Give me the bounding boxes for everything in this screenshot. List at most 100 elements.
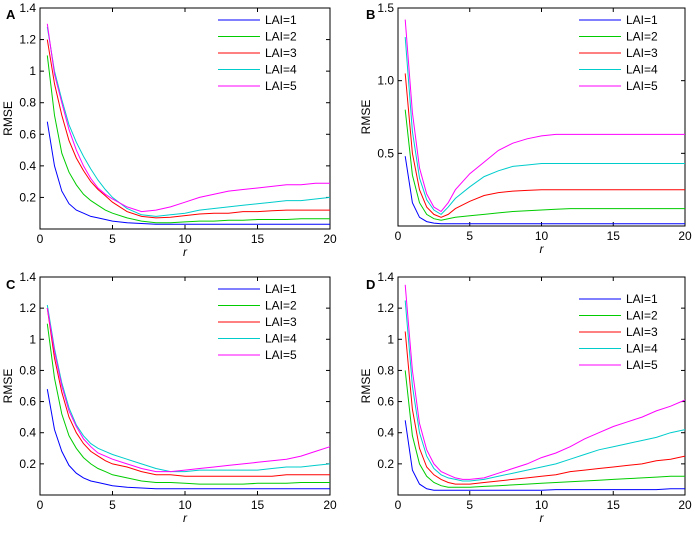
- x-tick-label: 15: [607, 498, 621, 512]
- panel-d: 0 5 10 15 200.20.40.60.811.21.4rRMSEDLAI=1LA…: [359, 270, 692, 525]
- x-axis-title: r: [183, 511, 188, 525]
- series-line-lai-3: [404, 331, 686, 485]
- x-tick-label: 0: [395, 229, 402, 243]
- y-axis-title: RMSE: [1, 101, 15, 136]
- legend-label: LAI=4: [626, 63, 658, 77]
- x-tick-label: 5: [466, 229, 473, 243]
- x-tick-label: 20: [323, 498, 337, 512]
- y-tick-label: 0.8: [377, 363, 394, 377]
- y-tick-label: 1: [29, 332, 36, 346]
- y-tick-label: 1.5: [377, 1, 394, 15]
- series-line-lai-5: [46, 308, 331, 473]
- series-line-lai-2: [46, 55, 330, 224]
- series-line-lai-5: [46, 23, 330, 213]
- series-line-lai-3: [46, 308, 330, 477]
- series-line-lai-1: [46, 389, 330, 490]
- legend-label: LAI=3: [265, 46, 297, 60]
- series-line-lai-1: [404, 420, 685, 491]
- legend-label: LAI=4: [265, 63, 297, 77]
- y-axis-title: RMSE: [359, 100, 373, 135]
- y-tick-label: 1.2: [19, 301, 36, 315]
- legend-label: LAI=2: [626, 309, 658, 323]
- y-tick-label: 0.2: [19, 457, 36, 471]
- legend-label: LAI=1: [626, 292, 658, 306]
- legend-label: LAI=3: [265, 315, 297, 329]
- legend-label: LAI=4: [626, 342, 658, 356]
- legend-label: LAI=3: [626, 325, 658, 339]
- x-tick-label: 5: [109, 232, 116, 246]
- series-line-lai-3: [46, 39, 330, 219]
- y-tick-label: 1.0: [377, 74, 394, 88]
- y-tick-label: 1: [387, 332, 394, 346]
- legend: LAI=1 LAI=2 LAI=3 LAI=4 LAI=5: [218, 13, 297, 93]
- x-axis-title: r: [540, 511, 545, 525]
- y-tick-label: 1.4: [19, 1, 36, 15]
- legend-label: LAI=5: [626, 358, 658, 372]
- y-tick-label: 0.6: [19, 395, 36, 409]
- y-tick-label: 1.2: [377, 301, 394, 315]
- x-tick-label: 10: [535, 498, 549, 512]
- series-line-lai-1: [46, 121, 330, 225]
- legend-label: LAI=3: [626, 46, 658, 60]
- x-tick-label: 0: [37, 232, 44, 246]
- series-line-lai-2: [404, 109, 685, 221]
- series-line-lai-1: [404, 156, 685, 225]
- legend: LAI=1 LAI=2 LAI=3 LAI=4 LAI=5: [218, 282, 297, 362]
- series-line-lai-4: [46, 304, 331, 473]
- x-tick-label: 5: [109, 498, 116, 512]
- legend-label: LAI=1: [626, 13, 658, 27]
- y-axis-title: RMSE: [359, 369, 373, 404]
- y-tick-label: 0.2: [19, 190, 36, 204]
- y-tick-label: 1: [29, 64, 36, 78]
- y-tick-label: 0.2: [377, 457, 394, 471]
- series-line-lai-5: [404, 284, 686, 480]
- series-line-lai-3: [404, 73, 685, 218]
- y-tick-label: 1.2: [19, 33, 36, 47]
- y-tick-label: 0.5: [377, 146, 394, 160]
- series-line-lai-5: [404, 19, 685, 213]
- series-line-lai-4: [46, 26, 331, 217]
- y-tick-label: 0.6: [377, 395, 394, 409]
- series-line-lai-2: [46, 323, 330, 485]
- legend-label: LAI=5: [265, 79, 297, 93]
- legend-label: LAI=5: [626, 79, 658, 93]
- legend-label: LAI=2: [626, 30, 658, 44]
- x-tick-label: 10: [178, 498, 192, 512]
- panel-letter: B: [366, 7, 375, 22]
- legend-label: LAI=5: [265, 348, 297, 362]
- panel-letter: A: [6, 7, 16, 22]
- legend-label: LAI=4: [265, 332, 297, 346]
- legend-label: LAI=2: [265, 299, 297, 313]
- y-tick-label: 0.4: [377, 426, 394, 440]
- y-tick-label: 1.4: [19, 270, 36, 284]
- x-tick-label: 20: [323, 232, 337, 246]
- legend-label: LAI=2: [265, 30, 297, 44]
- x-tick-label: 20: [678, 229, 692, 243]
- y-tick-label: 0.4: [19, 159, 36, 173]
- x-tick-label: 10: [178, 232, 192, 246]
- legend-label: LAI=1: [265, 13, 297, 27]
- x-tick-label: 10: [535, 229, 549, 243]
- series-line-lai-4: [404, 37, 685, 216]
- legend: LAI=1 LAI=2 LAI=3 LAI=4 LAI=5: [579, 292, 658, 372]
- x-tick-label: 15: [251, 232, 265, 246]
- legend-label: LAI=1: [265, 282, 297, 296]
- x-tick-label: 5: [466, 498, 473, 512]
- y-tick-label: 1.4: [377, 270, 394, 284]
- x-axis-title: r: [540, 242, 545, 256]
- y-axis-title: RMSE: [1, 369, 15, 404]
- y-tick-label: 0.8: [19, 363, 36, 377]
- x-tick-label: 15: [251, 498, 265, 512]
- series-line-lai-4: [404, 300, 686, 482]
- series-line-lai-2: [404, 370, 685, 488]
- panel-letter: D: [366, 277, 375, 292]
- x-tick-label: 20: [678, 498, 692, 512]
- x-tick-label: 0: [395, 498, 402, 512]
- y-tick-label: 0.4: [19, 426, 36, 440]
- y-tick-label: 0.6: [19, 127, 36, 141]
- legend: LAI=1 LAI=2 LAI=3 LAI=4 LAI=5: [579, 13, 658, 93]
